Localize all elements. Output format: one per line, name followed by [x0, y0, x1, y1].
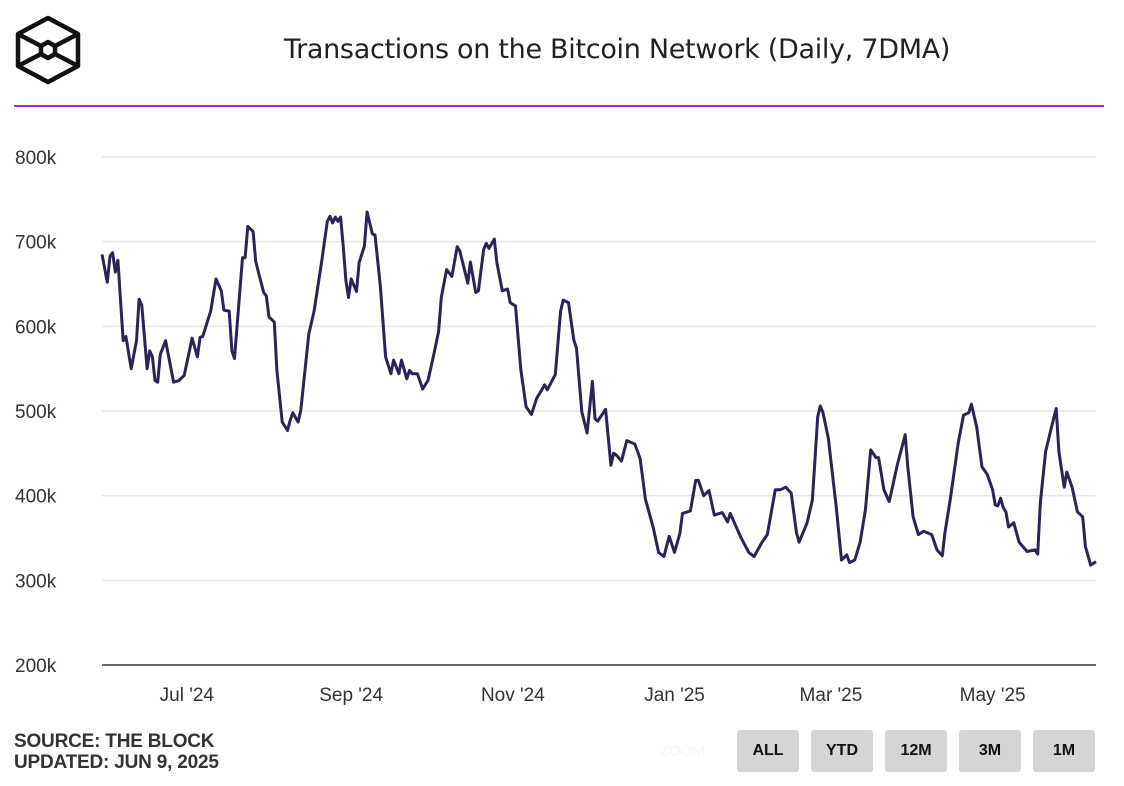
x-tick-label: Sep '24 — [319, 685, 383, 706]
series-line — [100, 210, 1097, 567]
zoom-label: ZOOM — [660, 743, 705, 760]
y-tick-label: 600k — [15, 317, 57, 338]
chart-title: Transactions on the Bitcoin Network (Dai… — [283, 34, 951, 65]
x-tick-label: Jul '24 — [160, 685, 215, 706]
source-label: SOURCE: THE BLOCK — [14, 731, 215, 752]
x-tick-label: May '25 — [960, 685, 1026, 706]
zoom-12m-button[interactable]: 12M — [885, 730, 947, 772]
y-tick-label: 500k — [15, 402, 57, 423]
zoom-3m-button[interactable]: 3M — [959, 730, 1021, 772]
zoom-ytd-button[interactable]: YTD — [811, 730, 873, 772]
y-tick-label: 300k — [15, 571, 57, 592]
zoom-all-button[interactable]: ALL — [737, 730, 799, 772]
zoom-1m-button[interactable]: 1M — [1033, 730, 1095, 772]
updated-label: UPDATED: JUN 9, 2025 — [14, 752, 219, 773]
y-tick-label: 700k — [15, 233, 57, 254]
x-tick-label: Mar '25 — [800, 685, 863, 706]
x-tick-label: Jan '25 — [644, 685, 705, 706]
the-block-logo-icon — [15, 15, 81, 85]
y-tick-label: 400k — [15, 487, 57, 508]
y-tick-label: 200k — [15, 656, 57, 677]
header-divider — [14, 105, 1104, 107]
x-tick-label: Nov '24 — [481, 685, 545, 706]
y-tick-label: 800k — [15, 148, 57, 169]
